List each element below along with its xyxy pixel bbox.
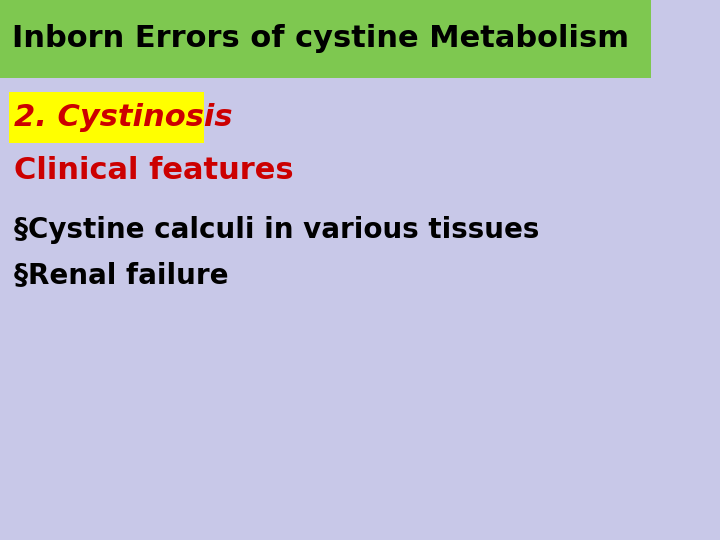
Text: Inborn Errors of cystine Metabolism: Inborn Errors of cystine Metabolism (12, 24, 629, 53)
Text: §Cystine calculi in various tissues: §Cystine calculi in various tissues (14, 215, 540, 244)
Text: Clinical features: Clinical features (14, 156, 294, 185)
Text: §Renal failure: §Renal failure (14, 261, 229, 289)
FancyBboxPatch shape (0, 0, 651, 78)
Text: 2. Cystinosis: 2. Cystinosis (14, 103, 233, 132)
FancyBboxPatch shape (9, 92, 204, 143)
